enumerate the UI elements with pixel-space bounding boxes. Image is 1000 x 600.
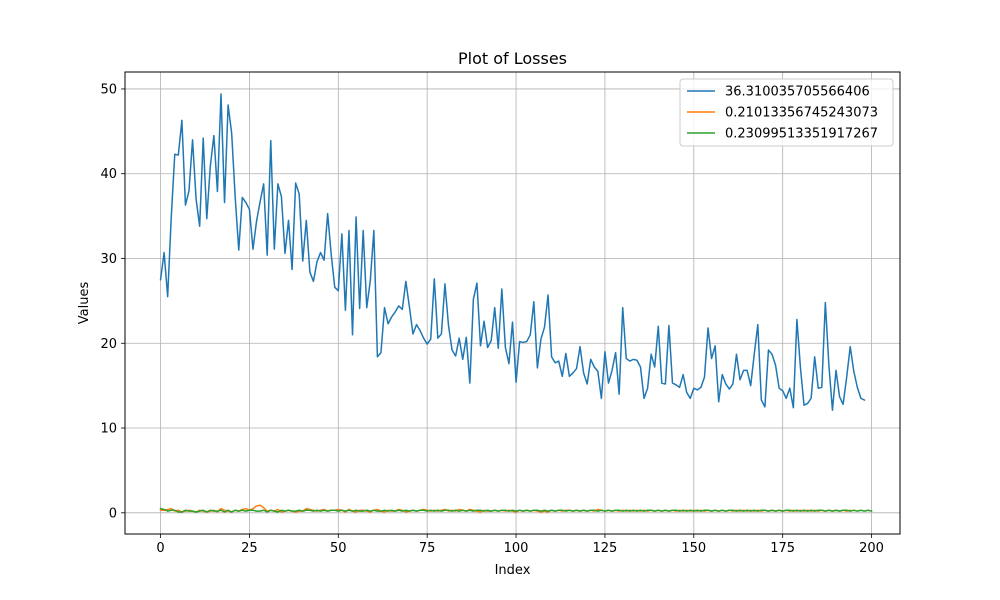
x-axis-ticks: 0 25 50 75 100 125 150 175 200 <box>156 534 884 556</box>
x-tick-label: 0 <box>156 541 164 556</box>
x-tick-label: 75 <box>419 541 436 556</box>
chart-title: Plot of Losses <box>458 49 567 68</box>
y-tick-label: 30 <box>100 252 117 267</box>
series-line-0 <box>159 93 866 411</box>
legend-label-2: 0.23099513351917267 <box>725 127 878 142</box>
x-tick-label: 100 <box>504 541 529 556</box>
y-tick-label: 50 <box>100 82 117 97</box>
legend-box <box>679 78 894 147</box>
x-tick-label: 25 <box>241 541 258 556</box>
x-tick-label: 150 <box>681 541 706 556</box>
y-tick-label: 10 <box>100 422 117 437</box>
y-axis-ticks: 0 10 20 30 40 50 <box>100 82 125 521</box>
y-axis-label: Values <box>77 282 92 325</box>
series-line-2 <box>159 507 873 513</box>
x-tick-label: 175 <box>770 541 795 556</box>
x-axis-label: Index <box>495 563 531 578</box>
series-group <box>159 93 873 513</box>
legend: 36.310035705566406 0.21013356745243073 0.2… <box>679 78 894 147</box>
legend-items: 36.310035705566406 0.21013356745243073 0.2… <box>687 85 878 142</box>
grid <box>125 72 900 534</box>
x-tick-label: 50 <box>330 541 347 556</box>
x-tick-label: 125 <box>593 541 618 556</box>
x-tick-label: 200 <box>859 541 884 556</box>
plot-frame <box>124 71 901 535</box>
legend-label-1: 0.21013356745243073 <box>725 106 878 121</box>
y-tick-label: 20 <box>100 337 117 352</box>
y-tick-label: 40 <box>100 167 117 182</box>
legend-label-0: 36.310035705566406 <box>725 85 870 100</box>
y-tick-label: 0 <box>109 506 117 521</box>
